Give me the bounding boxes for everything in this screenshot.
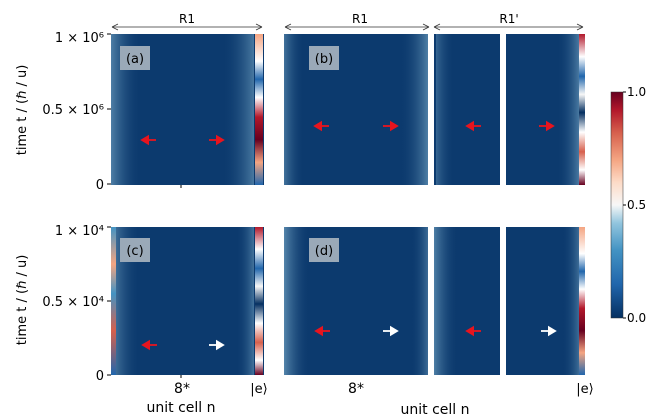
panel-d-divider-2 [500,227,506,375]
x-tick-label-d-e: |e⟩ [576,382,593,397]
panel-a-region-label: R1 [179,12,195,26]
x-tick-label-c-e: |e⟩ [250,382,267,397]
panel-b: (b) R1 R1' [284,12,585,185]
x-tick-label-c-8: 8* [174,381,190,397]
panel-b-mid-fringe-1 [400,34,428,185]
panel-b-mid-fringe-3 [557,34,579,185]
y-tick-label-top-high: 1 × 10⁶ [55,31,104,46]
panel-a: (a) R1 [111,12,264,185]
panel-b-divider-1 [428,34,434,185]
panel-a-right-fringe [222,34,254,185]
panel-d-edge-stripe [579,227,585,375]
panel-b-region-label-1: R1 [352,12,368,26]
panel-d-mid-fringe-1 [411,227,428,375]
panel-a-bracket-arrow-right [255,23,263,31]
panel-d-mid-fringe-3 [562,227,579,375]
panel-a-label-box [120,46,150,70]
panel-c-left-stripe [111,227,116,375]
panel-c: (c) [111,227,264,375]
y-axis-label-top: time t / (ℏ / u) [15,65,30,156]
panel-c-edge-stripe [255,227,263,375]
panel-b-edge-stripe [579,34,585,185]
y-tick-label-bottom-high: 1 × 10⁴ [55,224,104,239]
panel-c-right-fringe [236,227,254,375]
colorbar-label-low: 0.0 [627,311,646,325]
y-axis-label-bottom: time t / (ℏ / u) [15,255,30,346]
panel-b-mid-fringe-2 [436,34,454,185]
x-axis-label-left: unit cell n [147,400,216,416]
panel-a-edge-stripe [255,34,263,185]
panel-a-bracket-arrow-left [111,23,119,31]
y-tick-label-top-mid: 0.5 × 10⁶ [42,103,104,118]
colorbar: 1.0 0.5 0.0 [610,85,646,325]
x-axis-left: 8* |e⟩ unit cell n [147,185,268,416]
colorbar-label-mid: 0.5 [627,198,646,212]
panel-d-divider-1 [428,227,434,375]
panel-c-label-box [120,238,150,262]
x-axis-right: 8* |e⟩ unit cell n [348,381,594,418]
panel-b-bracket-2-ends [433,23,584,31]
panel-d-label-box [309,238,339,262]
y-tick-label-bottom-mid: 0.5 × 10⁴ [42,295,104,310]
y-axis-top: 1 × 10⁶ 0.5 × 10⁶ 0 time t / (ℏ / u) [15,31,111,193]
y-axis-bottom: 1 × 10⁴ 0.5 × 10⁴ 0 time t / (ℏ / u) [15,224,111,384]
y-tick-label-bottom-low: 0 [96,369,104,384]
panel-b-region-label-2: R1' [499,12,518,26]
panel-d-left-fringe [284,227,310,375]
panel-a-label: (a) [126,52,144,67]
colorbar-gradient [610,91,624,319]
panel-b-label: (b) [315,52,333,67]
x-axis-label-right: unit cell n [401,402,470,418]
panel-b-left-fringe [284,34,304,185]
panel-b-bracket-1-ends [284,23,430,31]
panel-d-label: (d) [315,244,333,259]
panel-d-mid-fringe-2 [434,227,458,375]
y-tick-label-top-low: 0 [96,178,104,193]
panel-c-label: (c) [126,244,143,259]
x-tick-label-d-8: 8* [348,381,364,397]
panel-b-label-box [309,46,339,70]
panel-d: (d) [284,227,585,375]
colorbar-label-high: 1.0 [627,85,646,99]
panel-b-divider-2 [500,34,506,185]
